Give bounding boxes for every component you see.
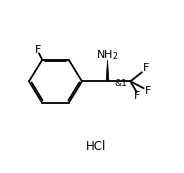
Text: &1: &1 [114,79,127,88]
Text: F: F [34,45,41,55]
Text: F: F [134,91,140,101]
Text: F: F [143,63,149,74]
Polygon shape [106,60,109,80]
Text: F: F [144,86,151,96]
Text: NH$_2$: NH$_2$ [96,48,119,62]
Text: HCl: HCl [85,140,106,153]
